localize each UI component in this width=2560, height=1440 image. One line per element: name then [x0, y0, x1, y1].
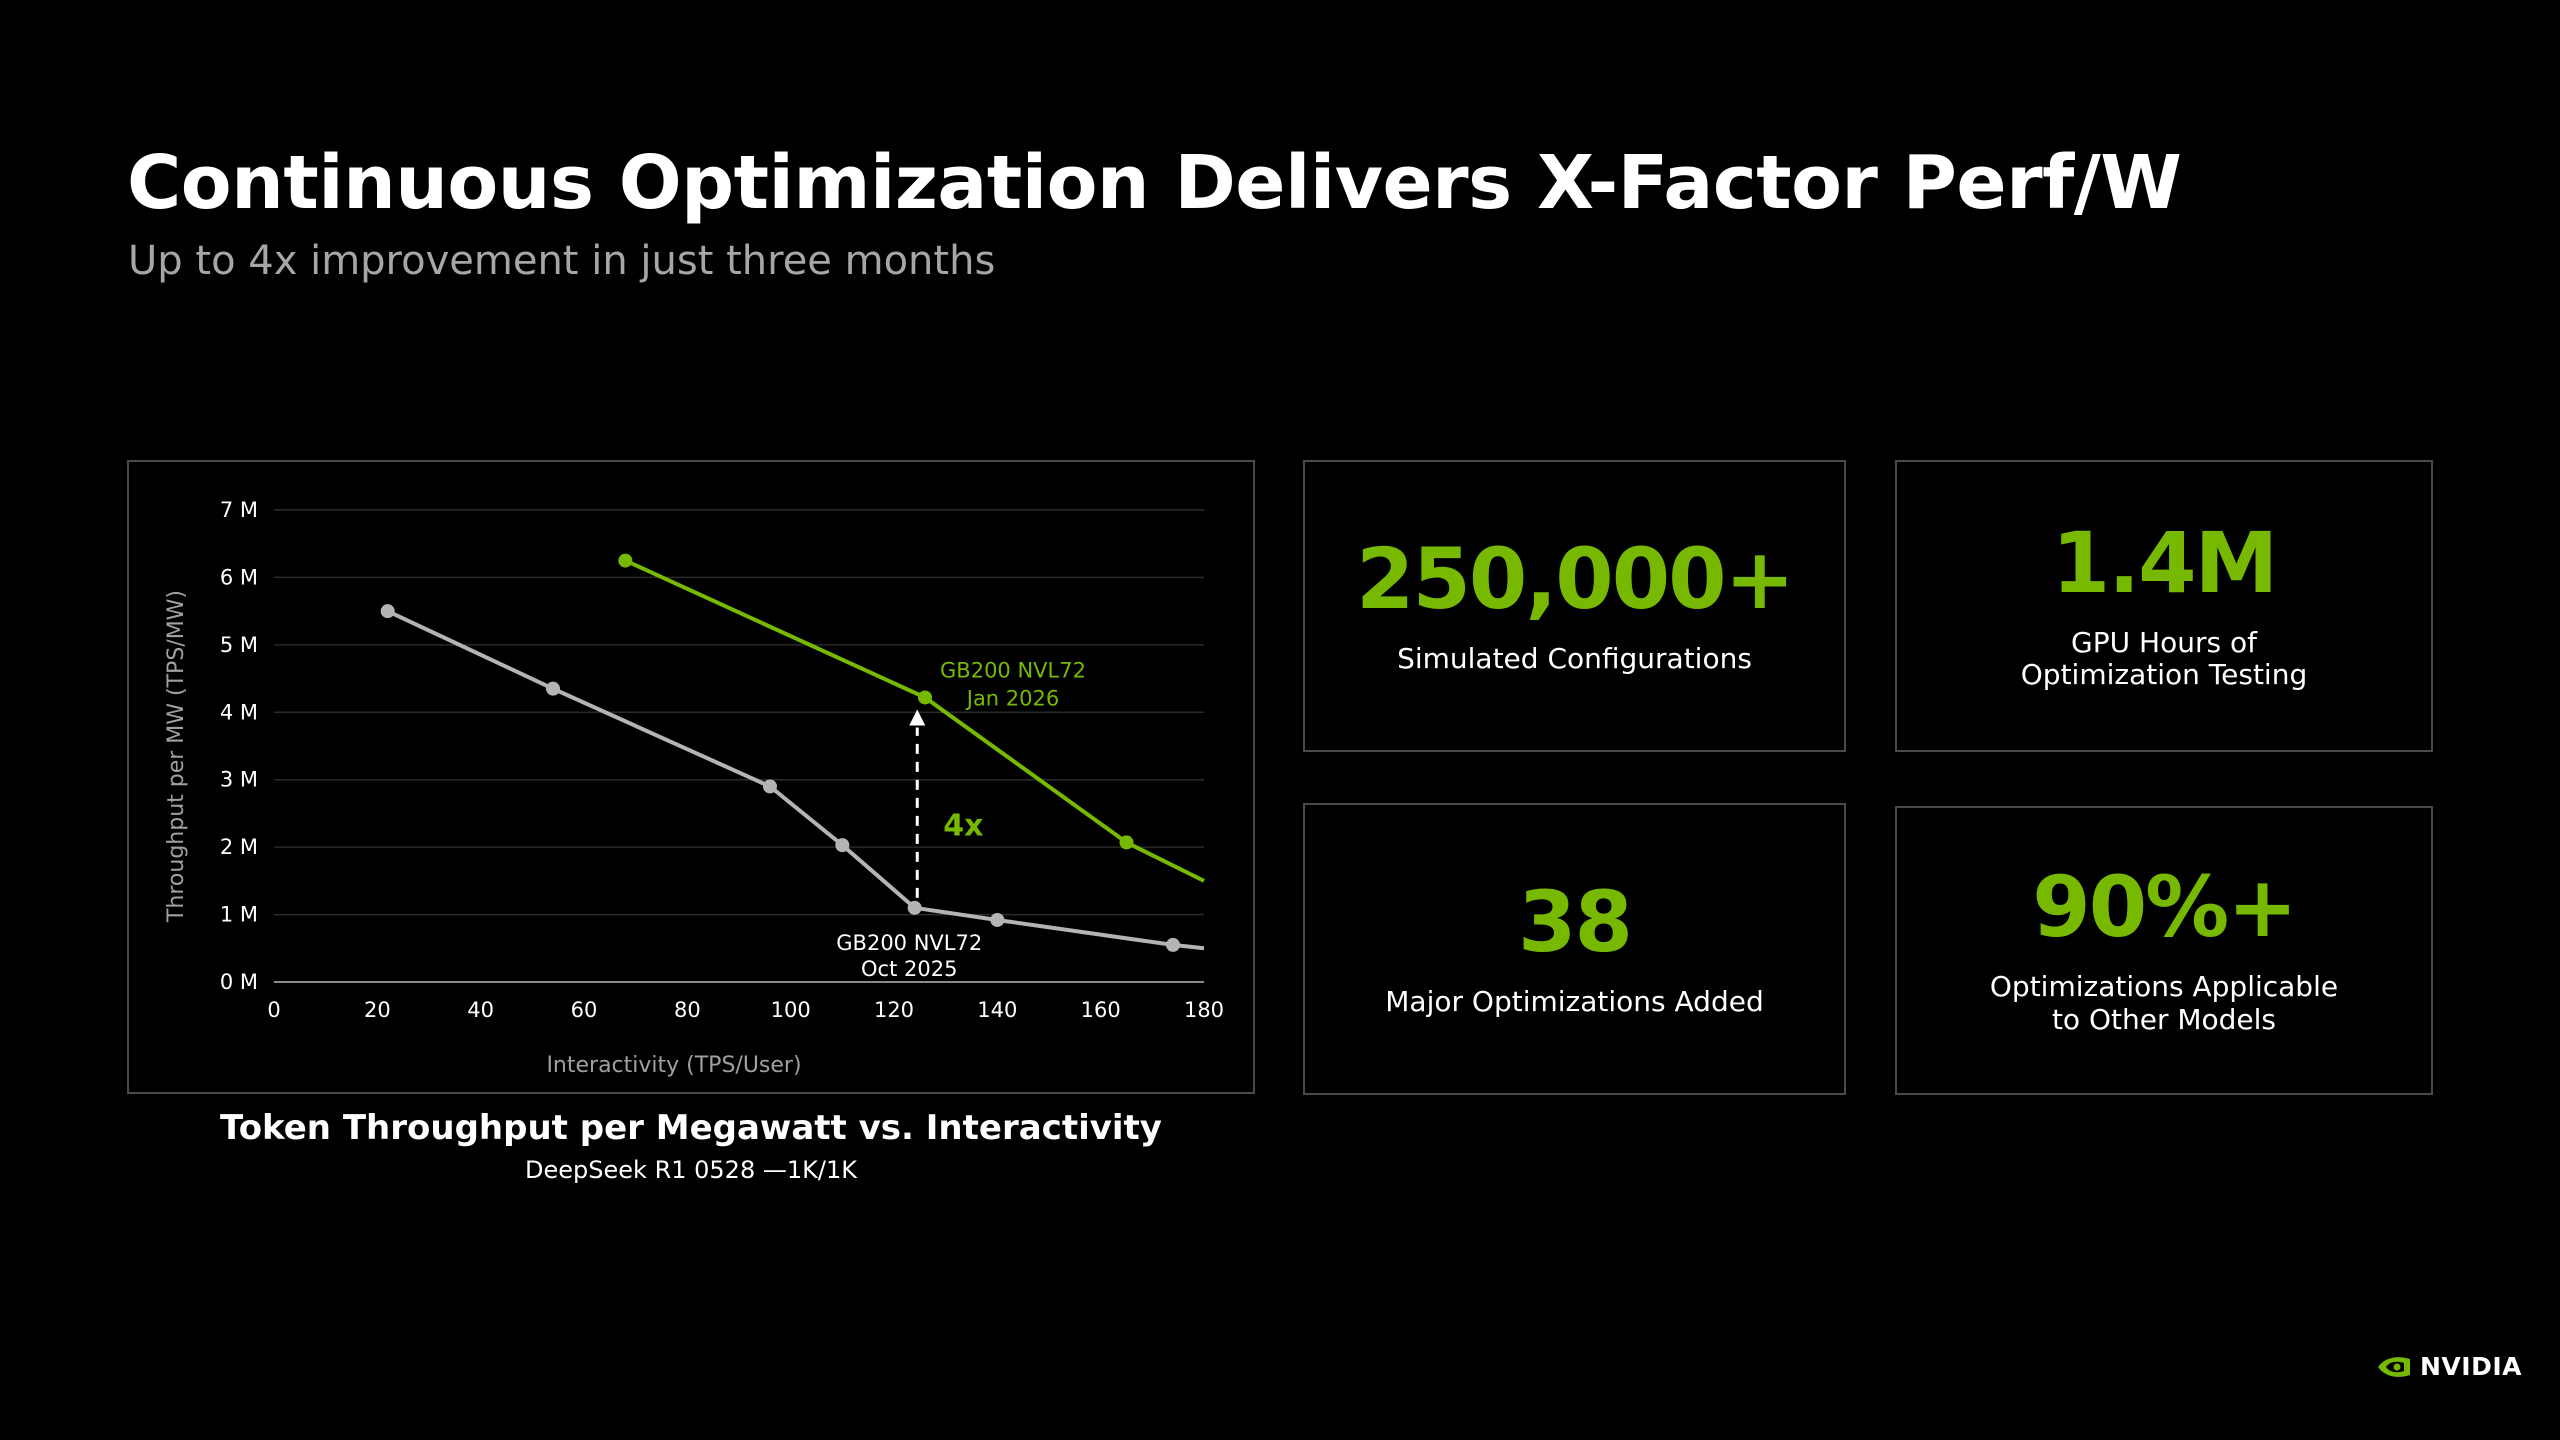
x-axis-label: Interactivity (TPS/User) [546, 1053, 801, 1078]
y-tick-label: 6 M [220, 565, 258, 589]
nvidia-logo: NVIDIA [2376, 1352, 2522, 1381]
series-label-jan-line1: GB200 NVL72 [940, 658, 1086, 682]
y-tick-label: 2 M [220, 835, 258, 859]
y-tick-label: 3 M [220, 768, 258, 792]
y-tick-label: 4 M [220, 700, 258, 724]
improvement-arrow-head [909, 709, 926, 726]
chart-caption-title: Token Throughput per Megawatt vs. Intera… [220, 1108, 1162, 1148]
stat-value: 1.4M [2051, 513, 2278, 612]
x-tick-label: 0 [267, 998, 280, 1022]
data-point [1166, 937, 1180, 952]
stat-label: Optimizations Applicable to Other Models [1989, 970, 2339, 1036]
chart-caption: Token Throughput per Megawatt vs. Intera… [127, 1108, 1255, 1184]
stat-card-gpu-hours: 1.4M GPU Hours of Optimization Testing [1895, 460, 2433, 752]
stat-value: 250,000+ [1356, 529, 1795, 628]
stat-label: Simulated Configurations [1397, 641, 1752, 675]
x-tick-label: 100 [771, 998, 811, 1022]
y-tick-label: 0 M [220, 970, 258, 994]
series-line-jan-2026 [624, 558, 1205, 883]
data-point [918, 690, 932, 705]
data-point [907, 900, 922, 915]
y-tick-label: 5 M [220, 633, 258, 657]
x-tick-label: 140 [977, 998, 1017, 1022]
data-point [763, 779, 777, 794]
y-tick-label: 7 M [220, 498, 258, 522]
series-label-oct-line1: GB200 NVL72 [836, 931, 982, 955]
data-point [380, 604, 395, 619]
x-tick-label: 40 [467, 998, 494, 1022]
improvement-label: 4x [943, 809, 983, 844]
data-point [835, 838, 850, 853]
data-point [618, 553, 633, 568]
stat-value: 90%+ [2032, 858, 2297, 957]
data-point [546, 681, 560, 696]
x-tick-label: 180 [1184, 998, 1224, 1022]
stat-card-optimizations: 38 Major Optimizations Added [1303, 803, 1846, 1095]
y-tick-label: 1 M [220, 903, 258, 927]
stat-label: Major Optimizations Added [1385, 984, 1764, 1018]
logo-text: NVIDIA [2420, 1352, 2522, 1381]
y-axis-label: Throughput per MW (TPS/MW) [164, 590, 189, 923]
page-title: Continuous Optimization Delivers X-Facto… [127, 140, 2182, 226]
stat-card-configurations: 250,000+ Simulated Configurations [1303, 460, 1846, 752]
stat-card-applicable: 90%+ Optimizations Applicable to Other M… [1895, 806, 2433, 1095]
x-tick-label: 20 [364, 998, 391, 1022]
x-tick-label: 60 [571, 998, 598, 1022]
x-tick-label: 160 [1081, 998, 1121, 1022]
stat-label: GPU Hours of Optimization Testing [2020, 625, 2308, 691]
x-tick-label: 120 [874, 998, 914, 1022]
data-point [990, 912, 1005, 927]
throughput-chart: 0 M 1 M 2 M 3 M 4 M 5 M 6 M 7 M 0 20 40 60 80 100 120 1… [164, 498, 1224, 1078]
stat-value: 38 [1518, 872, 1633, 971]
series-label-jan-line2: Jan 2026 [965, 686, 1060, 710]
chart-caption-subtitle: DeepSeek R1 0528 —1K/1K [525, 1156, 857, 1184]
nvidia-eye-icon [2378, 1356, 2410, 1377]
chart-panel: 0 M 1 M 2 M 3 M 4 M 5 M 6 M 7 M 0 20 40 60 80 100 120 1… [127, 460, 1255, 1094]
page-subtitle: Up to 4x improvement in just three month… [128, 238, 996, 284]
series-line-oct-2025 [386, 609, 1205, 951]
data-point [1119, 835, 1134, 850]
series-label-oct-line2: Oct 2025 [861, 957, 957, 981]
x-tick-label: 80 [674, 998, 701, 1022]
